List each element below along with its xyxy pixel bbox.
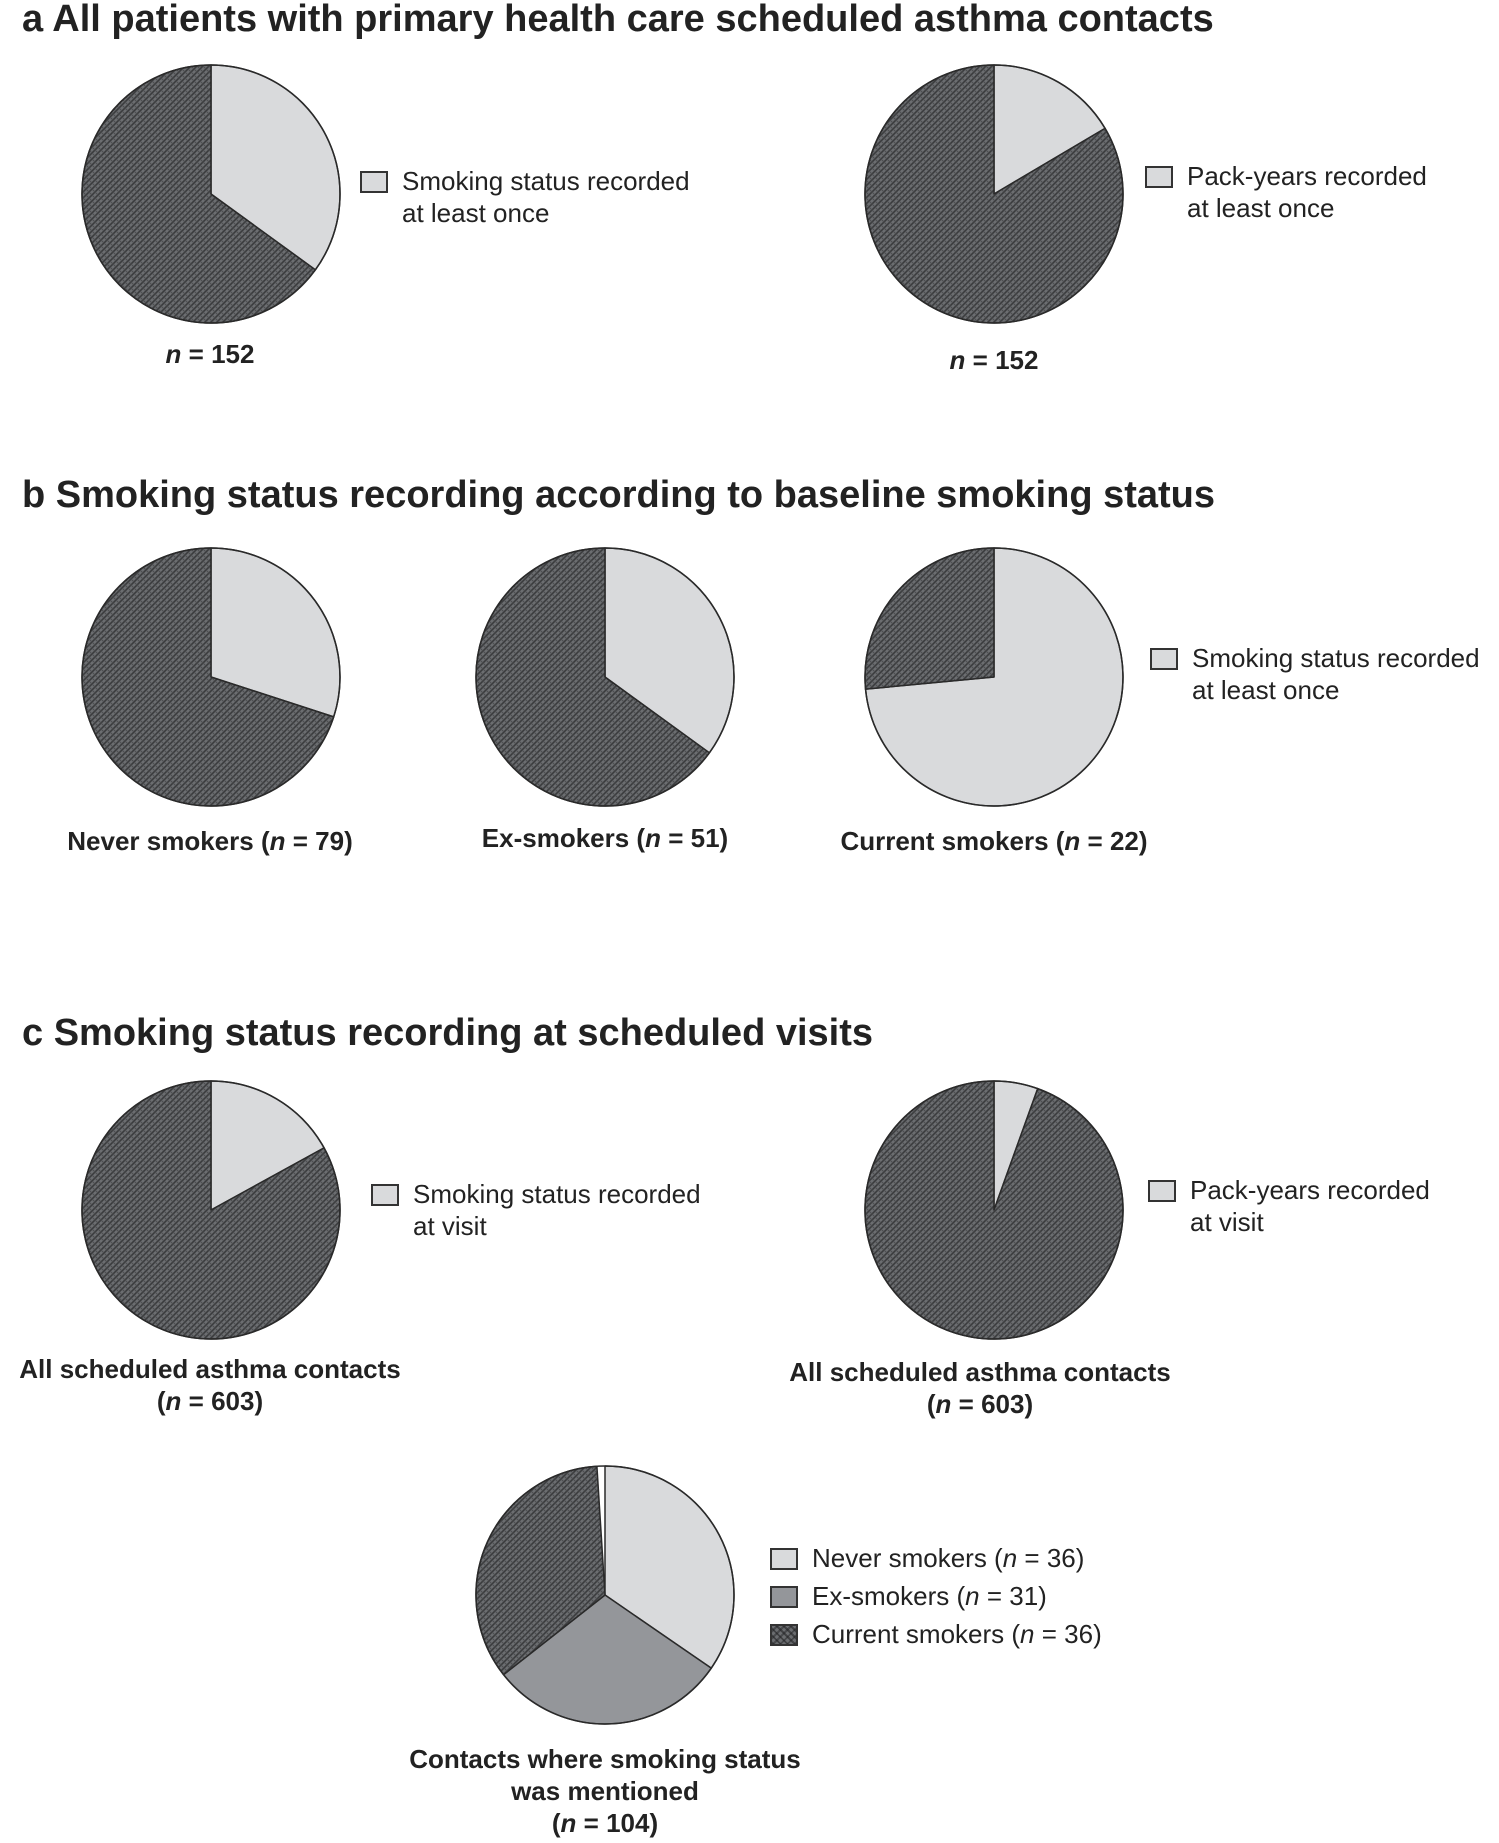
legend-swatch-never-smokers: [770, 1548, 798, 1570]
legend-entry-recorded: Smoking status recorded at least once: [1150, 642, 1480, 706]
legend-a1: Smoking status recorded at least once: [360, 165, 690, 229]
pie-outline: [81, 64, 341, 324]
pie-caption-never-smokers: Never smokers (n = 79): [67, 826, 353, 856]
pie-outline: [864, 1080, 1124, 1340]
caption-label: All scheduled asthma contacts: [19, 1354, 401, 1384]
legend-swatch-recorded: [1148, 1180, 1176, 1202]
legend-label: Pack-years recorded at least once: [1187, 161, 1427, 223]
legend-b: Smoking status recorded at least once: [1150, 642, 1480, 706]
legend-label: Current smokers (n = 36): [812, 1619, 1102, 1649]
sample-size: 79: [315, 826, 345, 856]
pie-caption-current-smokers: Current smokers (n = 22): [840, 826, 1148, 856]
pie-outline: [475, 547, 735, 807]
sample-size: 603: [211, 1386, 255, 1416]
pie-caption-c3: Contacts where smoking status was mentio…: [409, 1744, 801, 1838]
section-b-title: b Smoking status recording according to …: [22, 474, 1216, 516]
sample-size: 22: [1109, 826, 1139, 856]
legend-entry-current-smokers: Current smokers (n = 36): [770, 1618, 1102, 1656]
pie-outline: [81, 1080, 341, 1340]
pie-chart-a2: [864, 64, 1124, 324]
legend-a2: Pack-years recorded at least once: [1145, 160, 1427, 224]
pie-caption-a2: n = 152: [949, 345, 1039, 375]
pie-caption-ex-smokers: Ex-smokers (n = 51): [481, 823, 729, 853]
legend-entry-recorded: Pack-years recorded at visit: [1148, 1174, 1430, 1238]
legend-entry-never-smokers: Never smokers (n = 36): [770, 1542, 1102, 1580]
caption-label: Ex-smokers: [481, 823, 630, 853]
legend-c1: Smoking status recorded at visit: [371, 1178, 701, 1242]
legend-swatch-recorded: [1150, 648, 1178, 670]
legend-label: Pack-years recorded at visit: [1190, 1175, 1430, 1237]
legend-swatch-ex-smokers: [770, 1586, 798, 1608]
pie-chart-c2: [864, 1080, 1124, 1340]
pie-chart-never-smokers: [81, 547, 341, 807]
pie-chart-current-smokers: [864, 547, 1124, 807]
sample-size: 152: [211, 339, 255, 369]
legend-entry-ex-smokers: Ex-smokers (n = 31): [770, 1580, 1102, 1618]
legend-label: Never smokers (n = 36): [812, 1543, 1085, 1573]
legend-swatch-current-smokers: [770, 1624, 798, 1646]
pie-chart-a1: [81, 64, 341, 324]
legend-entry-recorded: Smoking status recorded at least once: [360, 165, 690, 229]
legend-swatch-recorded: [1145, 166, 1173, 188]
section-c-title: c Smoking status recording at scheduled …: [22, 1012, 874, 1054]
legend-entry-recorded: Pack-years recorded at least once: [1145, 160, 1427, 224]
pie-slice-not-recorded: [864, 547, 995, 690]
caption-label: All scheduled asthma contacts: [789, 1357, 1171, 1387]
legend-swatch-recorded: [371, 1184, 399, 1206]
legend-swatch-recorded: [360, 171, 388, 193]
sample-size: 152: [995, 345, 1039, 375]
pie-caption-c1: All scheduled asthma contacts (n = 603): [19, 1354, 401, 1416]
legend-entry-recorded: Smoking status recorded at visit: [371, 1178, 701, 1242]
pie-outline: [864, 64, 1124, 324]
pie-chart-ex-smokers: [475, 547, 735, 807]
legend-label: Smoking status recorded at least once: [402, 166, 690, 228]
caption-label: Never smokers: [67, 826, 254, 856]
sample-size: 51: [690, 823, 720, 853]
legend-c3: Never smokers (n = 36) Ex-smokers (n = 3…: [770, 1542, 1102, 1656]
legend-label: Ex-smokers (n = 31): [812, 1581, 1047, 1611]
section-a-title: a All patients with primary health care …: [22, 0, 1214, 40]
caption-label: Current smokers: [840, 826, 1049, 856]
caption-label: Contacts where smoking status was mentio…: [409, 1744, 801, 1806]
sample-size: 104: [606, 1808, 650, 1838]
pie-outline: [81, 547, 341, 807]
legend-label: Smoking status recorded at visit: [413, 1179, 701, 1241]
pie-chart-c1: [81, 1080, 341, 1340]
legend-c2: Pack-years recorded at visit: [1148, 1174, 1430, 1238]
pie-outline: [864, 547, 1124, 807]
pie-outline: [475, 1465, 735, 1725]
sample-size: 603: [981, 1389, 1025, 1419]
pie-chart-c3: [475, 1465, 735, 1725]
pie-caption-a1: n = 152: [165, 339, 255, 369]
pie-caption-c2: All scheduled asthma contacts (n = 603): [789, 1357, 1171, 1419]
legend-label: Smoking status recorded at least once: [1192, 643, 1480, 705]
pie-slice-not-recorded: [864, 1080, 1124, 1340]
